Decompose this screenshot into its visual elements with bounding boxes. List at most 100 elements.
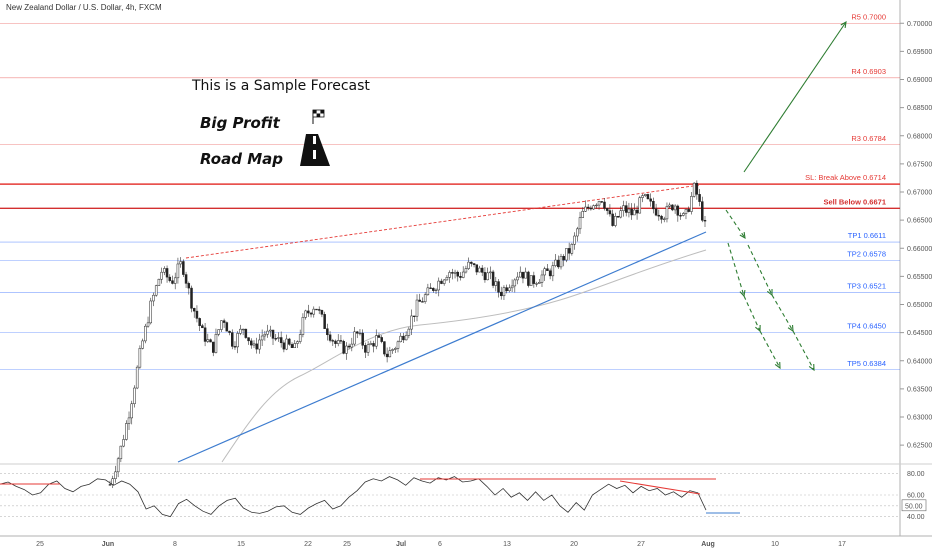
candle-body <box>312 308 316 315</box>
candle-body <box>410 315 413 330</box>
candle-body <box>483 272 487 281</box>
candle-body <box>608 210 612 215</box>
candle-body <box>250 340 253 346</box>
candle-body <box>665 205 669 220</box>
candle-body <box>505 287 508 292</box>
candle-body <box>434 289 438 292</box>
candle-body <box>168 276 172 281</box>
level-label: SL: Break Above 0.6714 <box>805 173 886 182</box>
bear-forecast-arrow-head <box>739 231 746 240</box>
candle-body <box>641 195 644 198</box>
candle-body <box>263 333 267 337</box>
rsi-line <box>0 476 707 518</box>
candle-body <box>108 484 112 486</box>
candle-body <box>442 279 446 284</box>
candle-body <box>508 287 511 292</box>
level-label: TP3 0.6521 <box>847 282 886 291</box>
rsi-value-badge <box>901 499 927 512</box>
y-tick-label: 0.67000 <box>907 190 932 197</box>
candle-body <box>445 277 449 281</box>
candle-body <box>345 345 348 354</box>
candle-body <box>298 334 302 342</box>
candle-body <box>701 201 704 221</box>
candle-body <box>521 271 525 279</box>
candle-body <box>497 281 500 293</box>
bull-forecast-arrow <box>743 21 847 173</box>
candle-body <box>192 308 196 312</box>
candle-body <box>236 333 239 348</box>
candle-body <box>671 204 674 211</box>
candle-body <box>239 328 242 334</box>
candle-body <box>415 299 419 317</box>
candle-body <box>288 338 291 345</box>
x-tick-label: 25 <box>343 541 351 548</box>
candle-body <box>676 205 680 216</box>
finish-flag-icon <box>316 113 321 117</box>
candle-body <box>271 329 275 339</box>
candle-body <box>690 196 693 212</box>
candle-body <box>510 285 514 289</box>
candle-body <box>355 331 359 334</box>
candle-body <box>426 287 430 296</box>
resistance-trendline <box>185 184 701 259</box>
candle-body <box>581 211 584 218</box>
bear-forecast-arrow <box>747 244 773 296</box>
candle-body <box>472 263 476 265</box>
candle-body <box>467 261 470 269</box>
candle-body <box>567 248 571 254</box>
candle-body <box>423 294 427 302</box>
candle-body <box>429 287 432 289</box>
candle-body <box>654 208 658 216</box>
candle-body <box>554 259 557 266</box>
level-label: R4 0.6903 <box>851 67 886 76</box>
candle-body <box>703 220 707 222</box>
candle-body <box>662 218 666 220</box>
rsi-divergence-line <box>619 480 701 495</box>
big-profit-text: Big Profit <box>200 114 280 132</box>
candle-body <box>366 344 370 353</box>
candle-body <box>350 343 354 348</box>
road-map-text: Road Map <box>200 150 283 168</box>
candle-body <box>119 445 123 460</box>
candle-body <box>361 332 364 346</box>
candle-body <box>538 282 541 284</box>
candle-body <box>502 287 506 297</box>
candle-body <box>244 328 248 338</box>
candle-body <box>535 283 538 285</box>
candle-body <box>211 341 215 353</box>
candle-body <box>461 271 465 278</box>
candle-body <box>334 340 337 344</box>
candle-body <box>394 348 397 350</box>
rsi-tick-label: 60.00 <box>907 493 925 500</box>
candle-body <box>111 478 114 485</box>
candle-body <box>524 271 527 279</box>
candle-body <box>231 332 234 347</box>
candle-body <box>133 387 136 405</box>
x-tick-label: 22 <box>304 541 312 548</box>
candle-body <box>499 291 503 297</box>
candle-body <box>589 207 593 210</box>
bull-forecast-arrow-head <box>840 20 847 29</box>
candle-body <box>576 228 579 237</box>
candle-body <box>616 216 620 218</box>
candle-body <box>459 275 462 278</box>
candle-body <box>385 353 389 358</box>
moving-average-line <box>221 249 707 463</box>
candle-body <box>198 318 201 326</box>
x-tick-label: 8 <box>173 541 177 548</box>
candle-body <box>138 348 142 368</box>
candle-body <box>432 287 435 291</box>
candle-body <box>464 268 468 273</box>
candle-body <box>377 335 381 338</box>
level-label: R5 0.7000 <box>851 12 886 21</box>
candle-body <box>494 281 498 286</box>
candle-body <box>320 310 324 315</box>
candle-body <box>328 334 332 341</box>
candle-body <box>475 264 479 273</box>
candle-body <box>486 272 489 281</box>
candle-body <box>152 294 155 302</box>
candle-body <box>388 350 392 358</box>
y-tick-label: 0.63500 <box>907 386 932 393</box>
y-tick-label: 0.69000 <box>907 77 932 84</box>
